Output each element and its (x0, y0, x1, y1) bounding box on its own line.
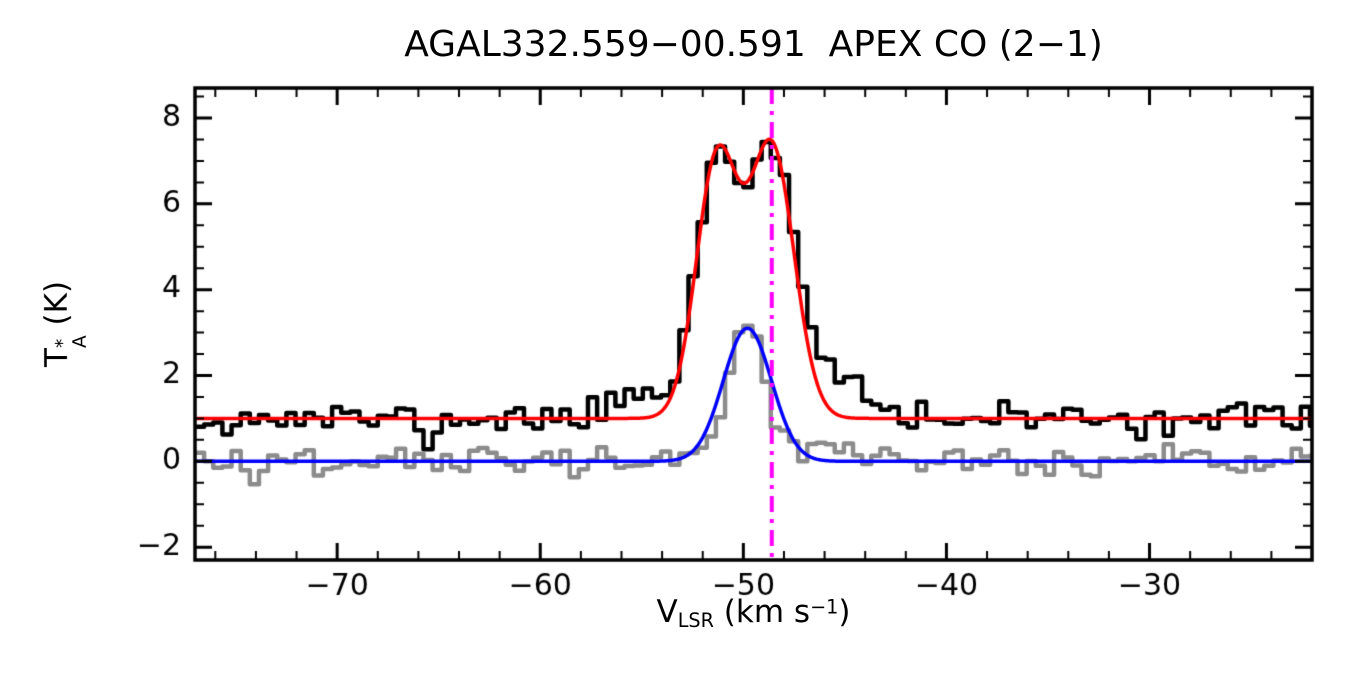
plot-title: AGAL332.559−00.591 APEX CO (2−1) (404, 24, 1103, 65)
x-label-exponent: −1 (810, 595, 839, 619)
x-label-subscript: LSR (677, 609, 714, 633)
x-label-unit-close: ) (838, 594, 851, 630)
y-label-subscript: A (69, 335, 91, 349)
x-label-symbol: V (656, 594, 678, 630)
x-label-unit-open: (km s (713, 594, 811, 630)
x-axis-label: VLSR (km s−1) (195, 594, 1312, 632)
y-label-scripts: * A (53, 335, 91, 349)
y-label-unit: (K) (38, 280, 75, 336)
y-axis-label: T * A (K) (38, 280, 91, 368)
y-label-symbol: T (38, 348, 75, 368)
